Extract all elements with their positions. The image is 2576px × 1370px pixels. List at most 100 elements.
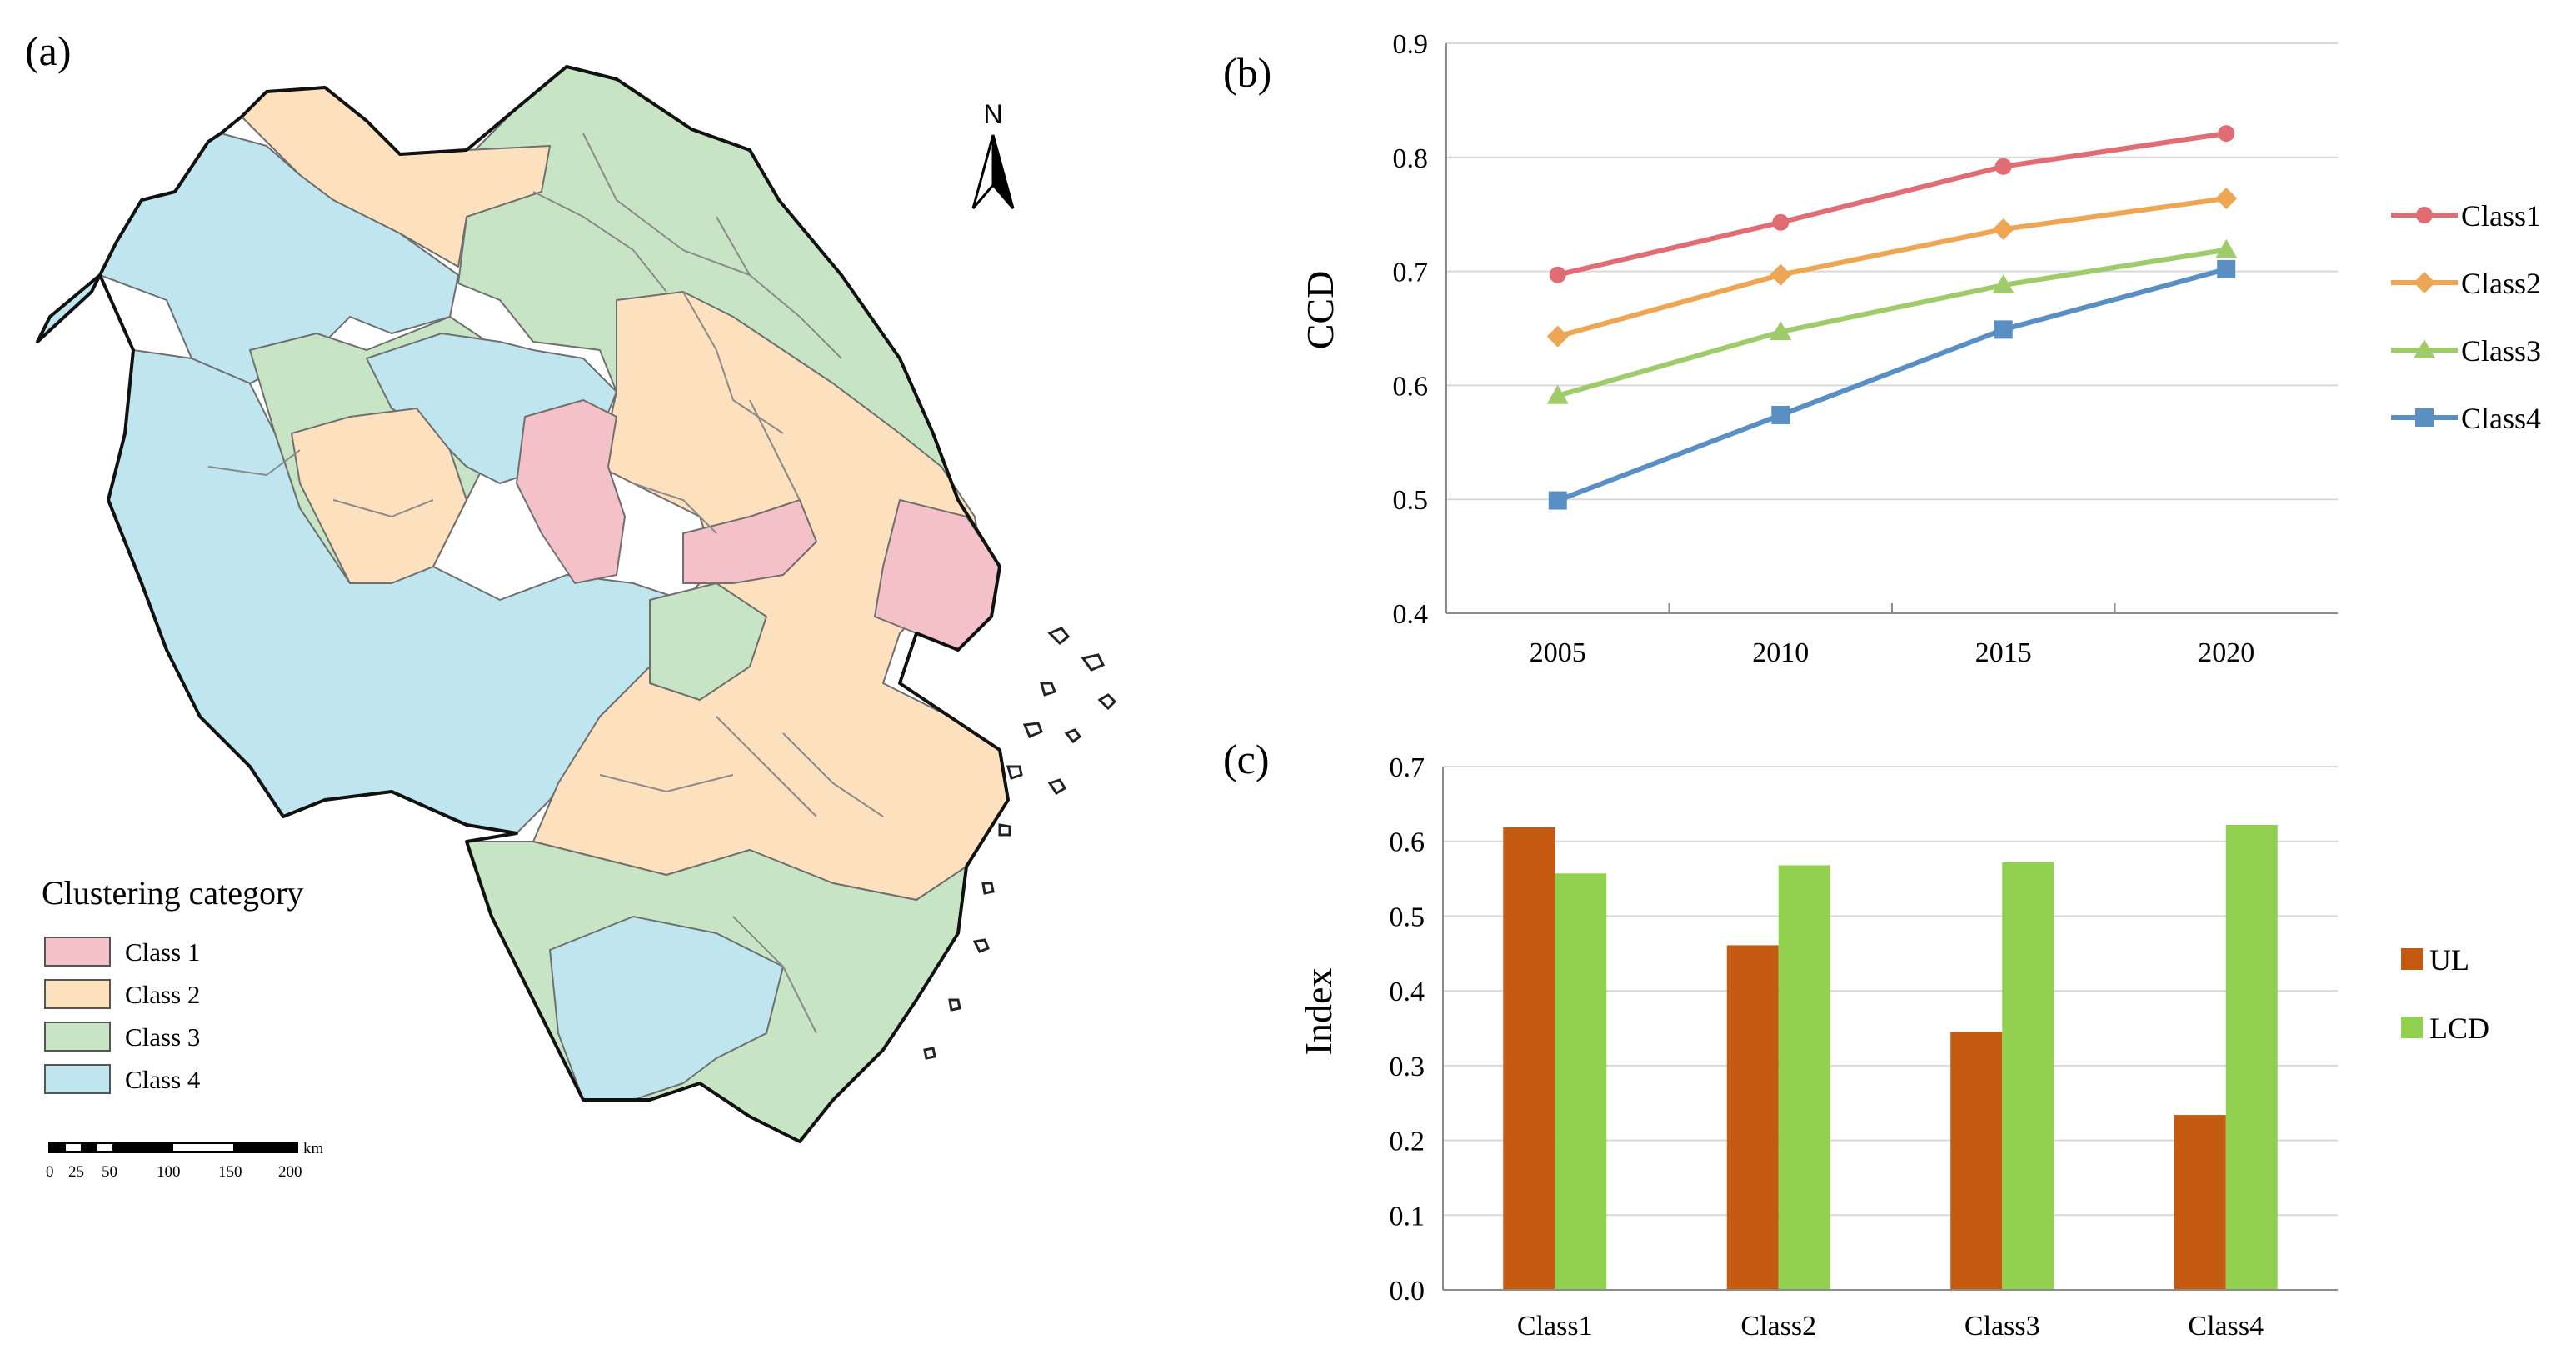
y-tick-label: 0.4: [1393, 599, 1429, 630]
panel-a-label: (a): [25, 28, 72, 74]
legend-item: LCD: [2401, 1012, 2489, 1045]
map-region-class1-centre: [682, 499, 817, 584]
y-tick-label: 0.5: [1390, 902, 1425, 932]
y-tick-label: 0.5: [1393, 485, 1429, 516]
legend-swatch: [2401, 948, 2423, 970]
map-legend-item: Class 3: [44, 1022, 200, 1052]
map-legend-title: Clustering category: [42, 874, 303, 912]
y-tick-label: 0.7: [1390, 752, 1425, 783]
scale-label-25: 25: [68, 1163, 84, 1181]
scale-label-0: 0: [46, 1163, 54, 1181]
series-class3: [1546, 238, 2238, 404]
bar-ul: [2174, 1115, 2226, 1290]
cluster-map: [36, 65, 1117, 1143]
bar-ul: [1726, 945, 1779, 1290]
x-tick-label: Class2: [1740, 1311, 1816, 1342]
map-region-class1-west: [516, 399, 626, 584]
panel-b-label: (b): [1223, 49, 1271, 96]
y-tick-label: 0.8: [1393, 143, 1429, 174]
legend-swatch-class1: [44, 937, 111, 967]
y-tick-label: 0.2: [1390, 1127, 1425, 1158]
map-internal-boundaries: [207, 132, 884, 1034]
map-legend: Clustering category Class 1 Class 2 Clas…: [42, 874, 303, 1094]
north-label: N: [983, 99, 1002, 129]
north-arrow: N: [971, 99, 1015, 209]
scale-unit: km: [303, 1140, 324, 1158]
x-tick-label: 2020: [2198, 638, 2254, 668]
bar-lcd: [2225, 824, 2278, 1290]
legend-item: UL: [2401, 943, 2469, 977]
data-point: [2215, 188, 2238, 210]
legend-label: Class2: [2461, 267, 2541, 300]
y-tick-label: 0.9: [1393, 29, 1429, 60]
scale-label-150: 150: [218, 1163, 242, 1181]
legend-swatch: [2401, 1017, 2423, 1038]
panel-c: (c) Index 0.0 0.1 0.2 0.3 0.4 0.5 0.6 0.7 Class1…: [1223, 736, 2489, 1342]
map-islands: [923, 627, 1117, 1060]
map-region-class4-south: [549, 916, 784, 1101]
scale-label-100: 100: [157, 1163, 181, 1181]
series-class1: [1549, 125, 2235, 283]
data-point: [1992, 274, 2014, 294]
x-tick-label: Class1: [1517, 1311, 1593, 1342]
y-tick-label: 0.6: [1390, 828, 1425, 858]
legend-item: Class2: [2391, 267, 2541, 300]
data-point: [2416, 207, 2433, 223]
x-tick-label: 2010: [1752, 638, 1809, 668]
data-point: [2414, 272, 2435, 293]
panel-a: (a): [25, 28, 1117, 1181]
series-line: [1557, 131, 2227, 278]
series-class2: [1546, 188, 2238, 348]
legend-label: Class1: [2461, 199, 2541, 232]
scale-bar: km 0 25 50 100 150 200: [46, 1140, 324, 1181]
y-tick-label: 0.1: [1390, 1201, 1425, 1232]
x-tick-label: 2015: [1975, 638, 2032, 668]
data-point: [1994, 320, 2013, 339]
bar-lcd: [2002, 862, 2054, 1290]
series-line: [1556, 266, 2228, 503]
scale-label-200: 200: [278, 1163, 302, 1181]
scale-label-50: 50: [102, 1163, 117, 1181]
legend-swatch-class4: [44, 1064, 111, 1094]
legend-label-class3: Class 3: [125, 1022, 200, 1052]
data-point: [2217, 259, 2236, 278]
data-point: [1992, 218, 2014, 240]
bar-lcd: [1778, 865, 1830, 1290]
map-legend-item: Class 1: [44, 937, 200, 967]
x-tick-label: 2005: [1530, 638, 1586, 668]
bar-ul: [1950, 1032, 2003, 1290]
bar-chart: 0.0 0.1 0.2 0.3 0.4 0.5 0.6 0.7 Class1 Class2 Clas…: [1390, 752, 2490, 1342]
map-legend-item: Class 2: [44, 979, 200, 1009]
data-point: [1771, 405, 1790, 424]
data-point: [1548, 491, 1567, 510]
north-arrow-left-icon: [971, 134, 995, 209]
series-class4: [1548, 259, 2236, 510]
data-point: [1770, 263, 1792, 286]
data-point: [1546, 325, 1569, 348]
map-region-class2-west: [291, 408, 467, 584]
legend-label-class1: Class 1: [125, 938, 200, 967]
y-tick-label: 0.4: [1390, 977, 1425, 1008]
series-line: [1556, 196, 2227, 339]
north-arrow-right-icon: [991, 134, 1015, 209]
x-tick-label: Class3: [1964, 1311, 2040, 1342]
legend-item: Class4: [2391, 402, 2541, 435]
panel-b: (b) CCD 0.4 0.5 0.6 0.7 0.8 0.9 2005 2010 2015 20…: [1223, 29, 2541, 668]
series-line: [1556, 247, 2227, 398]
data-point: [2218, 125, 2235, 142]
y-tick-label: 0.6: [1393, 371, 1429, 402]
line-chart: 0.4 0.5 0.6 0.7 0.8 0.9 2005 2010 2015 2020 Class1…: [1393, 29, 2542, 668]
legend-label: LCD: [2429, 1012, 2489, 1045]
data-point: [2414, 339, 2435, 358]
bar-lcd: [1555, 873, 1607, 1290]
legend-label: Class4: [2461, 402, 2541, 435]
data-point: [1546, 384, 1569, 404]
legend-swatch-class2: [44, 979, 111, 1009]
legend-swatch-class3: [44, 1022, 111, 1052]
y-tick-label: 0.7: [1393, 258, 1429, 288]
y-tick-label: 0.0: [1390, 1276, 1425, 1307]
data-point: [2215, 238, 2238, 258]
map-outer-boundary: [36, 65, 1010, 1143]
y-tick-label: 0.3: [1390, 1052, 1425, 1082]
data-point: [1770, 321, 1792, 341]
